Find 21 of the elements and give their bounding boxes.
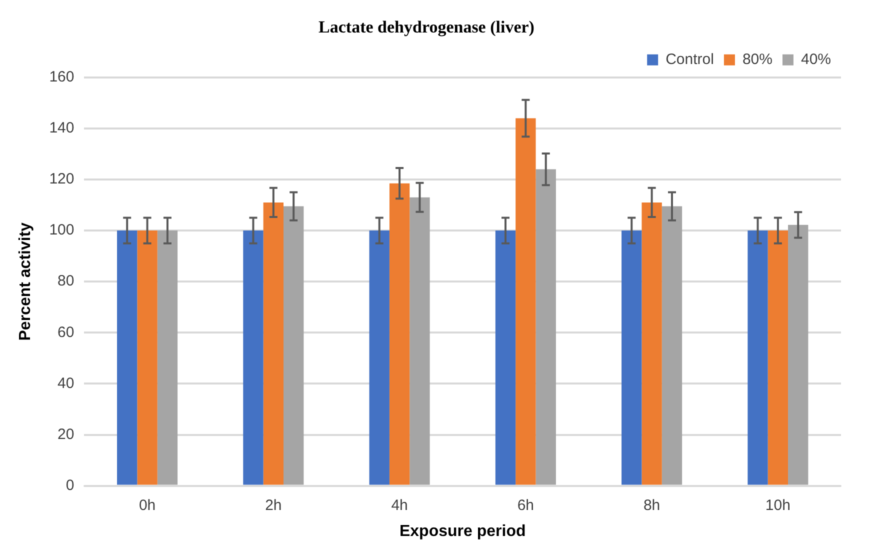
x-tick-label: 0h [138,496,156,514]
x-tick-label: 8h [643,496,660,514]
x-axis-title: Exposure period [399,522,526,540]
y-tick-label: 120 [49,170,74,188]
y-tick-label: 160 [49,68,74,86]
y-tick-label: 80 [58,272,74,290]
y-tick-label: 40 [58,374,74,392]
chart-title: Lactate dehydrogenase (liver) [318,18,534,37]
legend-label: 40% [800,51,832,68]
x-tick-label: 6h [517,496,534,514]
y-tick-label: 0 [66,476,74,494]
x-tick-label: 2h [265,496,282,514]
x-tick-label: 10h [765,496,790,514]
legend-label: 80% [742,51,772,68]
y-tick-label: 60 [58,324,74,341]
y-tick-label: 100 [49,222,74,239]
y-tick-label: 140 [49,120,74,137]
x-tick-label: 4h [391,496,408,514]
legend-label: Control [666,51,714,68]
y-tick-label: 20 [58,426,74,443]
y-axis-title: Percent activity [17,222,34,341]
